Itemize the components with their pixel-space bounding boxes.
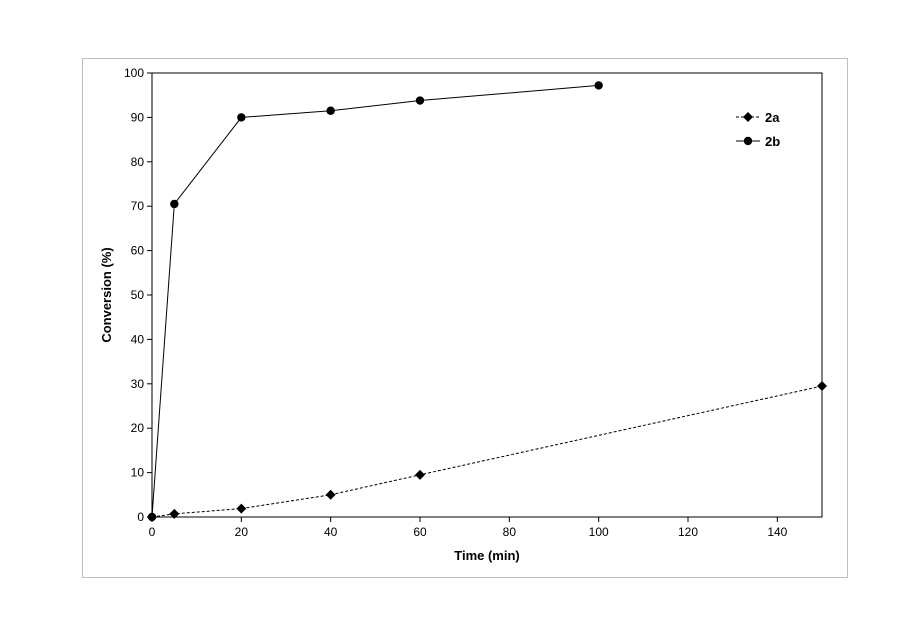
- legend-label-2b: 2b: [765, 134, 780, 149]
- y-tick-label: 30: [131, 377, 145, 391]
- x-tick-label: 80: [503, 525, 517, 539]
- y-tick-label: 70: [131, 199, 145, 213]
- data-point-2b: [237, 113, 246, 122]
- y-tick-label: 20: [131, 421, 145, 435]
- y-axis-title: Conversion (%): [99, 247, 114, 342]
- data-point-2b: [170, 199, 179, 209]
- x-tick-label: 140: [767, 525, 787, 539]
- series-2a: [147, 381, 827, 522]
- legend-marker-2b: [743, 136, 753, 146]
- data-point-2a: [415, 469, 425, 480]
- x-tick-label: 120: [678, 525, 698, 539]
- y-tick-label: 60: [131, 244, 145, 258]
- y-tick-label: 100: [124, 66, 144, 80]
- x-tick-label: 60: [413, 525, 427, 539]
- x-tick-label: 20: [235, 525, 249, 539]
- legend: 2a 2b: [736, 110, 780, 149]
- series-line-2a: [151, 385, 823, 518]
- data-point-2b: [415, 96, 425, 105]
- y-tick-label: 0: [137, 510, 144, 524]
- data-point-2b: [594, 81, 603, 90]
- series-2b: [147, 81, 603, 522]
- y-tick-label: 90: [131, 110, 145, 124]
- series-line-2b: [151, 84, 599, 518]
- legend-label-2a: 2a: [765, 110, 780, 125]
- chart-frame: [82, 58, 848, 578]
- data-point-2a: [325, 489, 336, 500]
- data-point-2a: [817, 381, 827, 392]
- data-point-2a: [236, 503, 247, 514]
- axes: 0 10 20 30 40 50 60 70 80 90 100 0 20 40 60 80 100 120 140: [124, 66, 823, 539]
- data-point-2b: [147, 512, 157, 522]
- data-point-2a: [169, 508, 180, 519]
- plot-area-border: [151, 72, 823, 518]
- data-point-2b: [326, 106, 335, 115]
- x-tick-label: 0: [149, 525, 156, 539]
- y-tick-label: 50: [131, 288, 145, 302]
- series-layer: [147, 81, 827, 522]
- y-tick-label: 10: [131, 466, 145, 480]
- y-tick-label: 40: [131, 332, 145, 346]
- x-tick-label: 100: [589, 525, 609, 539]
- x-tick-label: 40: [324, 525, 338, 539]
- legend-marker-2a: [743, 112, 753, 122]
- y-tick-label: 80: [131, 155, 145, 169]
- x-axis-title: Time (min): [454, 548, 520, 563]
